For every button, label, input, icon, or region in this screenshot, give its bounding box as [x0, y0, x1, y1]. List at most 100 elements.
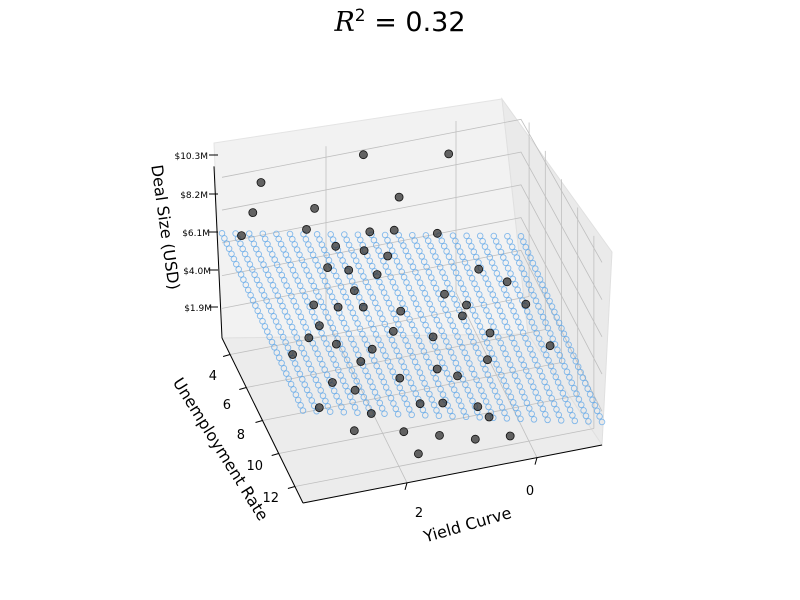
plane-marker — [530, 292, 537, 299]
plane-marker — [281, 308, 289, 315]
plane-marker — [470, 338, 477, 346]
plane-marker — [247, 291, 254, 299]
plane-marker — [376, 399, 384, 407]
plane-marker — [434, 348, 441, 356]
plane-marker — [419, 316, 427, 323]
plane-marker — [338, 314, 345, 322]
plane-marker — [533, 329, 540, 337]
plane-marker — [439, 359, 446, 366]
plane-marker — [525, 372, 532, 380]
plane-marker — [566, 374, 573, 381]
plane-marker — [486, 376, 494, 384]
plane-marker — [276, 266, 283, 274]
plane-marker — [423, 353, 430, 361]
plane-marker — [509, 366, 516, 374]
plane-marker — [352, 257, 360, 264]
plane-marker — [431, 311, 438, 318]
plane-marker — [510, 399, 517, 406]
plane-marker — [242, 281, 250, 289]
plane-marker — [532, 265, 539, 272]
plane-marker — [277, 328, 285, 336]
plane-marker — [364, 283, 372, 291]
plane-marker — [299, 407, 307, 414]
plane-marker — [543, 384, 551, 391]
plane-marker — [444, 311, 452, 319]
plane-marker — [539, 405, 547, 413]
plane-marker — [263, 297, 270, 304]
plane-marker — [553, 406, 560, 413]
plane-marker — [323, 371, 331, 379]
plane-marker — [553, 314, 560, 321]
data-point — [505, 431, 515, 441]
plane-marker — [425, 359, 432, 366]
plane-marker — [408, 289, 415, 297]
plane-marker — [586, 391, 594, 398]
plane-marker — [223, 240, 231, 247]
plane-marker — [279, 302, 286, 310]
plane-marker — [283, 282, 290, 289]
plane-marker — [481, 333, 488, 341]
plane-marker — [337, 372, 344, 379]
plane-marker — [345, 241, 353, 249]
plane-marker — [573, 390, 580, 398]
plane-marker — [320, 335, 328, 342]
plane-marker — [513, 254, 521, 261]
plane-marker — [274, 292, 282, 299]
plane-marker — [505, 388, 512, 395]
plane-marker — [537, 308, 545, 315]
plane-marker — [246, 261, 254, 268]
plane-marker — [430, 279, 437, 287]
plane-marker — [463, 322, 470, 330]
plane-marker — [321, 366, 328, 373]
plane-marker — [440, 242, 448, 250]
plane-marker — [363, 309, 370, 317]
plane-marker — [520, 270, 528, 278]
plane-marker — [287, 261, 294, 269]
plane-marker — [320, 303, 327, 311]
data-point — [237, 231, 246, 241]
plane-marker — [244, 286, 252, 294]
y-tick — [222, 354, 231, 357]
grid-line — [221, 151, 603, 300]
plane-marker — [469, 397, 476, 405]
plane-marker — [308, 277, 315, 285]
plane-marker — [454, 243, 462, 250]
plane-marker — [564, 401, 571, 408]
plane-marker — [351, 404, 359, 411]
plane-marker — [441, 364, 448, 372]
plane-marker — [403, 368, 410, 376]
plane-marker — [400, 242, 407, 249]
plane-marker — [293, 334, 301, 341]
plane-marker — [339, 345, 346, 353]
plane-marker — [411, 358, 419, 366]
plane-marker — [563, 368, 571, 376]
plane-marker — [518, 265, 525, 272]
plane-marker — [514, 286, 521, 294]
plane-marker — [324, 403, 332, 410]
plane-marker — [272, 318, 280, 325]
plane-marker — [315, 293, 322, 300]
plane-marker — [549, 335, 556, 343]
plane-marker — [540, 346, 548, 353]
plane-marker — [434, 258, 442, 266]
data-point — [314, 403, 324, 413]
plane-marker — [478, 296, 485, 304]
grid-line — [221, 184, 603, 338]
plane-marker — [487, 318, 495, 325]
plane-marker — [392, 284, 399, 291]
plane-marker — [254, 307, 261, 315]
plane-marker — [388, 247, 396, 254]
plane-marker — [308, 308, 316, 316]
plane-marker — [282, 339, 289, 346]
plane-marker — [395, 352, 403, 360]
plane-marker — [546, 389, 553, 397]
plane-marker — [326, 288, 334, 295]
plane-marker — [574, 363, 582, 370]
plane-marker — [480, 392, 487, 400]
plane-marker — [268, 307, 275, 315]
plane-marker — [503, 415, 511, 422]
data-point — [473, 402, 483, 412]
plane-marker — [330, 267, 338, 275]
plane-marker — [542, 319, 549, 326]
plane-marker — [554, 346, 561, 354]
